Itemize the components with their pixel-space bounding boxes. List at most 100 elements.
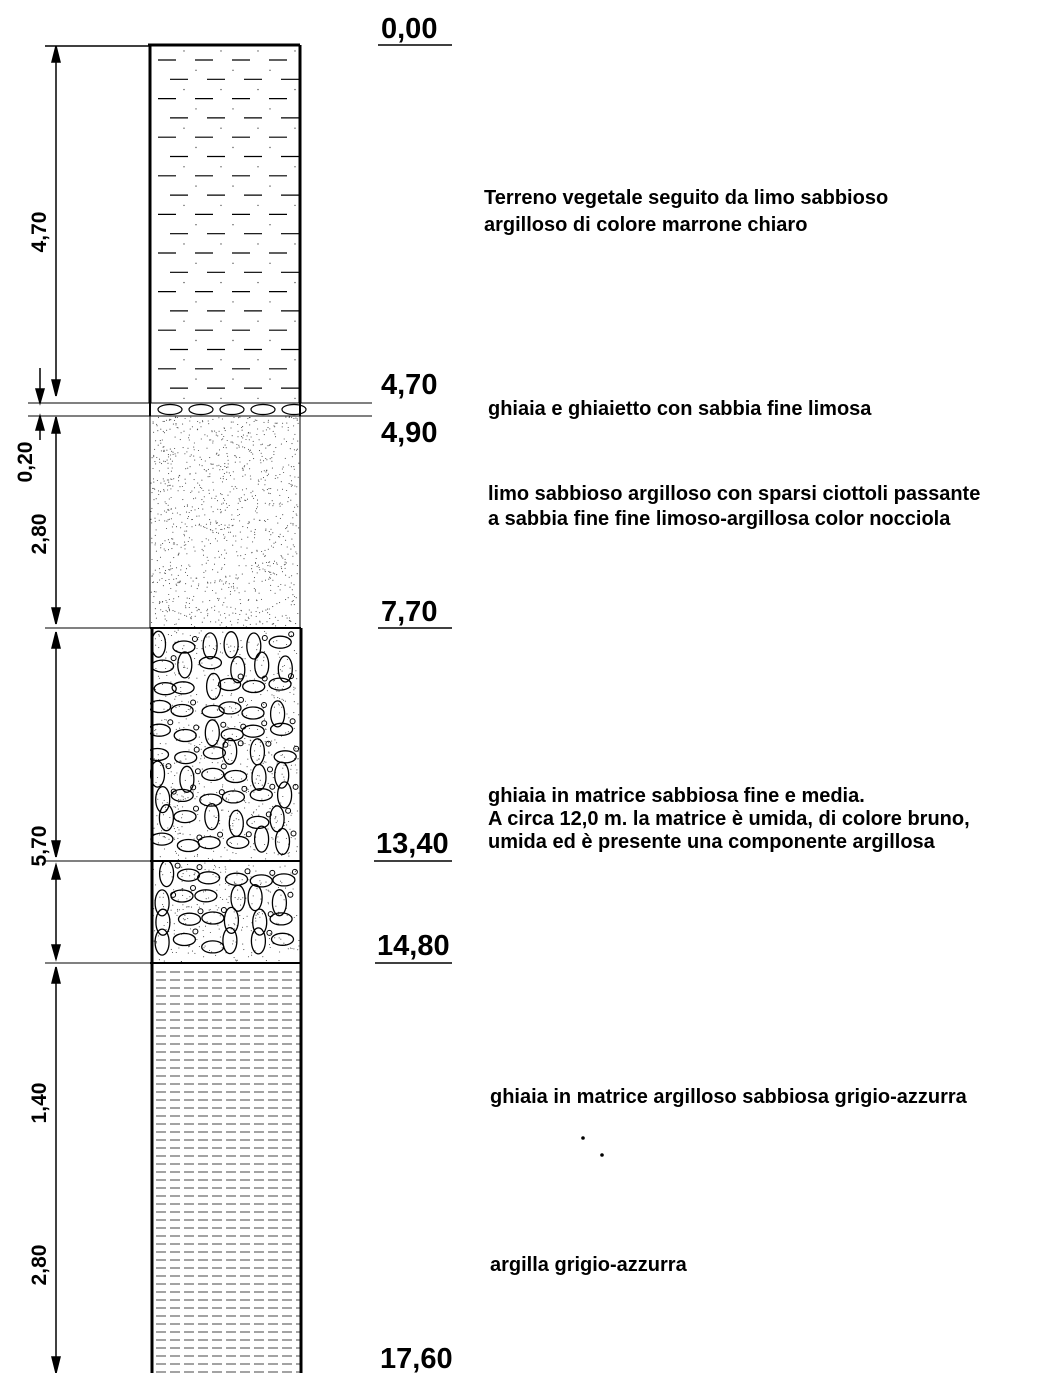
sand-grain — [273, 451, 275, 453]
sand-grain — [224, 509, 226, 511]
matrix-grain — [286, 914, 288, 916]
matrix-grain — [200, 755, 203, 757]
matrix-grain — [198, 946, 200, 948]
sand-grain — [255, 623, 257, 625]
sand-grain — [150, 511, 152, 513]
sand-grain — [168, 473, 170, 475]
sand-grain — [254, 495, 257, 497]
sand-grain — [248, 599, 250, 601]
silt-dot — [220, 127, 222, 129]
matrix-grain — [248, 744, 250, 746]
matrix-grain — [180, 799, 182, 801]
matrix-grain — [239, 653, 241, 656]
sand-grain — [262, 430, 264, 432]
sand-grain — [243, 558, 245, 560]
sand-grain — [156, 581, 158, 583]
matrix-grain — [183, 726, 185, 729]
matrix-grain — [288, 852, 290, 854]
sand-grain — [293, 584, 295, 586]
sand-grain — [250, 530, 252, 532]
matrix-grain — [214, 864, 216, 866]
sand-grain — [276, 563, 278, 565]
sand-grain — [212, 481, 214, 483]
matrix-grain — [290, 947, 292, 949]
gravel-clast — [153, 682, 177, 696]
sand-grain — [245, 488, 247, 490]
matrix-grain — [261, 910, 263, 912]
sand-grain — [205, 523, 207, 525]
sand-grain — [167, 467, 169, 469]
matrix-grain — [201, 640, 203, 642]
matrix-grain — [276, 690, 278, 692]
matrix-grain — [179, 832, 182, 834]
matrix-grain — [273, 680, 275, 682]
silt-dot — [306, 378, 307, 379]
matrix-grain — [265, 960, 267, 962]
matrix-grain — [194, 745, 196, 747]
sand-grain — [207, 420, 209, 422]
matrix-grain — [238, 819, 240, 821]
sand-grain — [225, 478, 227, 480]
sand-grain — [163, 449, 165, 451]
matrix-grain — [186, 898, 188, 900]
gravel-clast — [150, 747, 170, 762]
sand-grain — [164, 540, 166, 542]
matrix-grain — [211, 951, 213, 953]
sand-grain — [226, 526, 229, 528]
sand-grain — [163, 572, 166, 574]
matrix-grain — [284, 865, 286, 867]
pebble — [194, 768, 201, 775]
matrix-grain — [231, 760, 233, 762]
sand-grain — [166, 601, 168, 603]
sand-grain — [165, 527, 168, 530]
sand-grain — [237, 423, 239, 426]
sand-grain — [202, 489, 204, 492]
gravel-clast — [198, 656, 223, 670]
sand-grain — [279, 505, 281, 507]
matrix-grain — [231, 828, 233, 831]
sand-grain — [210, 521, 212, 523]
matrix-grain — [274, 687, 276, 689]
sand-grain — [154, 569, 156, 571]
sand-grain — [291, 575, 293, 577]
sand-grain — [274, 573, 276, 575]
sand-grain — [240, 555, 242, 557]
silt-dot — [183, 320, 185, 322]
sand-grain — [268, 492, 270, 494]
sand-grain — [289, 586, 291, 588]
sand-grain — [294, 433, 296, 435]
gravel-clast — [268, 677, 292, 691]
sand-grain — [216, 522, 218, 524]
matrix-grain — [248, 641, 250, 643]
sand-grain — [256, 506, 258, 508]
matrix-grain — [173, 837, 175, 839]
matrix-grain — [161, 660, 163, 662]
sand-grain — [203, 496, 205, 498]
sand-grain — [269, 458, 271, 460]
matrix-grain — [246, 705, 248, 707]
sand-grain — [155, 617, 157, 619]
sand-grain — [261, 580, 263, 582]
matrix-grain — [295, 670, 297, 672]
sand-grain — [220, 568, 222, 570]
silt-dot — [232, 224, 234, 226]
sand-grain — [158, 470, 160, 472]
sand-grain — [190, 585, 192, 587]
matrix-grain — [174, 674, 177, 676]
sand-grain — [279, 533, 281, 535]
matrix-grain — [262, 762, 264, 764]
sand-grain — [290, 499, 292, 501]
sand-grain — [219, 469, 221, 471]
matrix-grain — [170, 909, 172, 911]
sand-grain — [168, 456, 170, 458]
matrix-grain — [215, 905, 217, 907]
matrix-grain — [273, 679, 275, 681]
matrix-grain — [216, 708, 218, 710]
layer-1-silt-pattern — [158, 50, 307, 400]
sand-grain — [171, 567, 173, 570]
pebble — [265, 740, 272, 747]
silt-dot — [232, 108, 234, 110]
sand-grain — [234, 590, 236, 592]
pebble — [197, 908, 204, 915]
matrix-grain — [221, 773, 223, 776]
